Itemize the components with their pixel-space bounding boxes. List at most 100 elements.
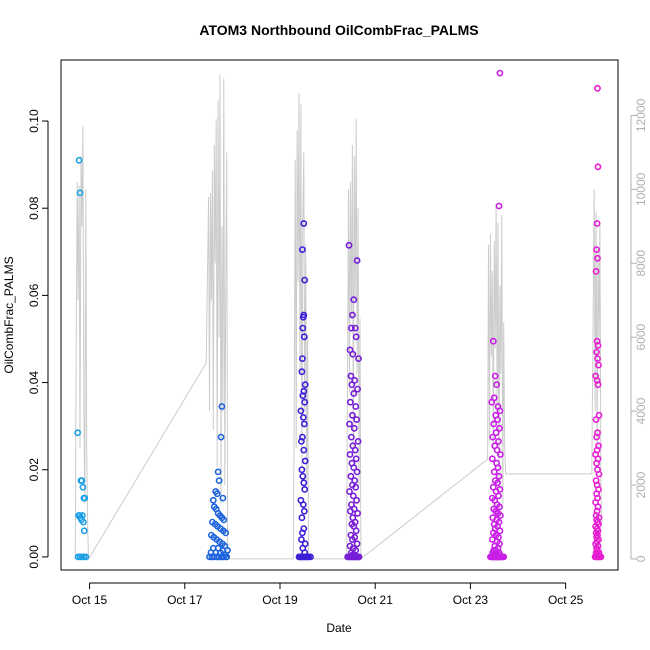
data-point (300, 333, 308, 341)
data-point (346, 507, 354, 515)
data-point (301, 398, 309, 406)
data-point (496, 527, 504, 535)
data-point (593, 246, 600, 253)
data-point (595, 470, 603, 478)
left-tick-label: 0.00 (27, 545, 41, 569)
data-point (593, 433, 600, 441)
data-point (299, 501, 307, 508)
data-point (348, 381, 356, 389)
right-y-axis: 0 2000 4000 6000 8000 10000 12000 (630, 98, 648, 562)
left-tick-label: 0.06 (27, 283, 41, 307)
data-point (301, 381, 309, 389)
data-point (347, 472, 355, 480)
x-axis: Oct 15 Oct 17 Oct 19 Oct 21 Oct 23 Oct 25 (72, 582, 584, 607)
data-point (300, 446, 308, 454)
right-tick-label: 10000 (634, 172, 648, 206)
data-point (496, 424, 503, 432)
data-point (496, 503, 503, 511)
data-point (298, 514, 306, 522)
data-point (220, 516, 228, 524)
data-point (80, 527, 88, 535)
data-point (81, 494, 89, 502)
y-axis-label: OilCombFrac_PALMS (2, 256, 16, 373)
data-point (213, 490, 221, 498)
left-tick-label: 0.10 (27, 109, 41, 133)
data-point (596, 553, 604, 561)
data-point (297, 536, 305, 543)
data-point (346, 451, 354, 458)
data-point (347, 501, 355, 508)
data-point (592, 267, 600, 275)
data-point (214, 468, 222, 476)
data-point (354, 553, 362, 561)
data-point (347, 372, 355, 380)
data-point (300, 420, 308, 428)
data-point (594, 84, 601, 92)
data-point (78, 477, 86, 484)
data-point (79, 512, 86, 519)
data-point (347, 433, 355, 441)
data-point (219, 494, 227, 502)
data-point (488, 398, 496, 406)
data-point (352, 333, 360, 341)
data-point (496, 512, 504, 519)
data-point (80, 518, 87, 526)
data-point (594, 342, 602, 349)
data-point (496, 407, 504, 415)
right-tick-label: 2000 (634, 471, 648, 498)
data-point (301, 276, 309, 284)
data-point (592, 416, 600, 423)
data-point (494, 416, 501, 423)
data-point (490, 468, 498, 476)
data-point (489, 433, 497, 441)
data-point (346, 420, 353, 428)
data-point (350, 390, 358, 397)
data-point (298, 355, 306, 362)
data-point (297, 437, 305, 445)
data-point (352, 455, 360, 463)
bottom-tick-label: Oct 15 (72, 593, 108, 607)
right-tick-label: 0 (634, 555, 648, 562)
scatter-points-layer (74, 69, 605, 561)
data-point (218, 403, 226, 410)
right-tick-label: 4000 (634, 397, 648, 424)
data-point (491, 372, 499, 380)
data-point (355, 355, 362, 362)
data-point (348, 411, 356, 419)
data-point (352, 403, 360, 410)
bottom-tick-label: Oct 25 (548, 593, 584, 607)
data-point (79, 483, 87, 491)
data-point (353, 496, 360, 504)
data-point (353, 257, 361, 264)
data-point (299, 324, 307, 332)
data-point (300, 220, 308, 227)
left-tick-label: 0.08 (27, 196, 41, 220)
data-point (298, 368, 306, 376)
data-point (222, 529, 230, 537)
data-point (594, 355, 601, 362)
data-point (349, 350, 357, 358)
data-point (350, 296, 358, 304)
data-point (298, 466, 306, 474)
data-point (300, 479, 308, 487)
data-point (493, 446, 501, 454)
data-point (494, 479, 501, 487)
right-tick-label: 6000 (634, 324, 648, 351)
data-point (209, 496, 217, 504)
data-point (593, 220, 601, 227)
bottom-tick-label: Oct 19 (262, 593, 298, 607)
data-point (496, 451, 504, 458)
data-point (496, 69, 504, 77)
chart-title: ATOM3 Northbound OilCombFrac_PALMS (199, 22, 478, 38)
left-y-axis: 0.00 0.02 0.04 0.06 0.08 0.10 (27, 109, 49, 569)
data-point (595, 361, 602, 369)
data-point (492, 429, 500, 437)
data-point (488, 455, 496, 463)
data-point (594, 254, 601, 262)
plot-frame (60, 59, 619, 571)
data-point (495, 202, 503, 210)
data-point (493, 381, 500, 389)
left-tick-label: 0.02 (27, 458, 41, 482)
data-point (299, 313, 307, 321)
